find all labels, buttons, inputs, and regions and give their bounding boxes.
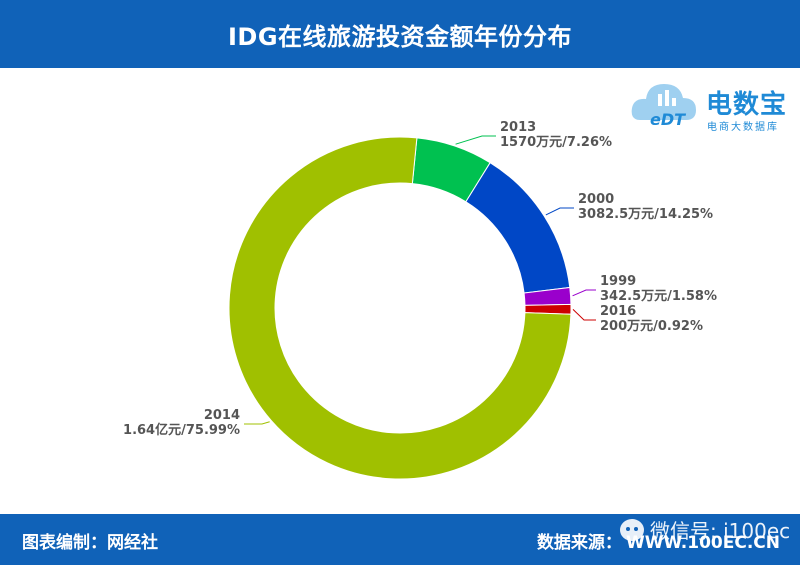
- footer-bar: 图表编制：网经社 数据来源： WWW.100EC.CN: [0, 514, 800, 565]
- footer-source-label: 数据来源：: [536, 533, 622, 553]
- label-value-2016: 200万元/0.92%: [600, 319, 703, 334]
- logo-subtitle: 电商大数据库: [707, 122, 779, 133]
- logo-name: 电数宝: [706, 90, 788, 120]
- label-year-2000: 2000: [578, 192, 614, 207]
- chart-title: IDG在线旅游投资金额年份分布: [227, 22, 573, 51]
- label-value-2014: 1.64亿元/75.99%: [123, 422, 240, 438]
- leader-line-2000: [545, 207, 574, 216]
- leader-line-1999: [572, 289, 596, 297]
- footer-source-url: WWW.100EC.CN: [625, 533, 780, 553]
- leader-line-2014: [244, 421, 270, 425]
- header-bar: IDG在线旅游投资金额年份分布: [0, 0, 800, 68]
- label-year-2013: 2013: [500, 120, 536, 135]
- wechat-icon: [620, 518, 644, 541]
- label-value-2000: 3082.5万元/14.25%: [578, 207, 713, 222]
- logo-mark: eDT: [650, 110, 686, 129]
- label-year-2016: 2016: [600, 304, 636, 319]
- slice-2000: [465, 161, 571, 294]
- footer-source: 数据来源： WWW.100EC.CN: [537, 528, 780, 553]
- leader-line-2013: [455, 135, 496, 145]
- label-year-2014: 2014: [204, 408, 240, 423]
- watermark-text: 微信号: i100ec: [650, 519, 791, 543]
- logo: eDT 电数宝 电商大数据库: [628, 72, 796, 138]
- watermark: 微信号: i100ec: [620, 515, 790, 544]
- label-year-1999: 1999: [600, 274, 636, 289]
- label-value-1999: 342.5万元/1.58%: [600, 289, 717, 304]
- footer-credit: 图表编制：网经社: [22, 533, 158, 553]
- label-value-2013: 1570万元/7.26%: [500, 135, 612, 150]
- slice-2014: [228, 136, 572, 480]
- cloud-icon: [631, 84, 696, 120]
- leader-line-2016: [572, 309, 596, 321]
